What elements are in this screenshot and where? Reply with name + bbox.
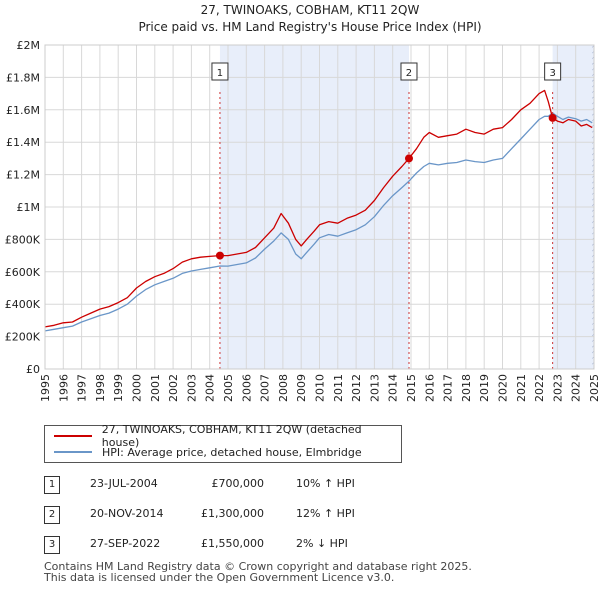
sale-date: 23-JUL-2004 (90, 477, 158, 490)
y-tick-label: £1.8M (6, 71, 40, 84)
x-tick-label: 2023 (551, 374, 564, 402)
sale-marker-box (544, 62, 562, 81)
x-tick-label: 2019 (478, 374, 491, 402)
x-tick-label: 2006 (240, 374, 253, 402)
sale-number-badge: 1 (44, 476, 60, 494)
sale-marker-dot (215, 251, 224, 260)
sale-date: 20-NOV-2014 (90, 507, 164, 520)
x-tick-label: 2021 (515, 374, 528, 402)
sale-price: £1,300,000 (201, 507, 264, 520)
x-tick-label: 2010 (314, 374, 327, 402)
x-tick-label: 2017 (442, 374, 455, 402)
sale-hpi-diff: 10% ↑ HPI (296, 477, 355, 490)
x-tick-label: 2004 (204, 374, 217, 402)
chart-title: 27, TWINOAKS, COBHAM, KT11 2QW (201, 3, 420, 17)
plot-frame (44, 44, 595, 370)
x-tick-label: 1998 (94, 374, 107, 402)
legend-swatch-property (54, 435, 92, 437)
x-tick-label: 2022 (533, 374, 546, 402)
sale-date: 27-SEP-2022 (90, 537, 161, 550)
x-tick-label: 2020 (497, 374, 510, 402)
sale-marker-label: 1 (217, 68, 223, 79)
x-tick-label: 2001 (149, 374, 162, 402)
x-tick-label: 1995 (39, 374, 52, 402)
y-tick-label: £1.4M (6, 136, 40, 149)
x-tick-label: 2024 (570, 374, 583, 402)
series-line (44, 89, 593, 328)
x-tick-label: 2005 (222, 374, 235, 402)
sale-number-badge: 3 (44, 536, 60, 554)
sale-price: £1,550,000 (201, 537, 264, 550)
sale-markers: 1 2 3 (211, 62, 562, 369)
series-line (44, 112, 593, 332)
x-tick-label: 2012 (350, 374, 363, 402)
sale-price: £700,000 (211, 477, 265, 490)
footer-licence: This data is licensed under the Open Gov… (44, 571, 395, 584)
sale-marker-dot (548, 113, 557, 122)
y-tick-label: £0 (26, 363, 40, 376)
x-tick-label: 2000 (131, 374, 144, 402)
sale-marker-label: 2 (406, 68, 412, 79)
series-lines (44, 89, 593, 332)
sale-number-badge: 2 (44, 506, 60, 524)
legend-label-hpi: HPI: Average price, detached house, Elmb… (102, 445, 362, 459)
x-tick-label: 1999 (112, 374, 125, 402)
price-chart: 27, TWINOAKS, COBHAM, KT11 2QW Price pai… (5, 3, 600, 402)
x-tick-label: 2015 (405, 374, 418, 402)
y-tick-label: £600K (5, 266, 41, 279)
legend-item-property: 27, TWINOAKS, COBHAM, KT11 2QW (detached… (54, 423, 401, 449)
sale-marker-dot (404, 154, 413, 163)
footer-copyright: Contains HM Land Registry data © Crown c… (44, 560, 472, 573)
sale-row: 3 27-SEP-2022 £1,550,000 2% ↓ HPI (44, 534, 404, 554)
y-tick-label: £1M (17, 201, 41, 214)
sale-hpi-diff: 2% ↓ HPI (296, 537, 348, 550)
sale-marker-box (400, 62, 418, 81)
y-tick-label: £2M (17, 39, 41, 52)
legend-swatch-hpi (54, 451, 92, 453)
x-axis-ticks: 1995 1996 1997 1998 1999 2000 2001 2002 2003 2004… (39, 374, 600, 402)
y-tick-label: £400K (5, 298, 41, 311)
x-tick-label: 1997 (76, 374, 89, 402)
y-tick-label: £1.2M (6, 169, 40, 182)
x-tick-label: 2002 (167, 374, 180, 402)
sale-hpi-diff: 12% ↑ HPI (296, 507, 355, 520)
y-axis-ticks: £0 £200K £400K £600K £800K £1M £1.2M £1.4M £1.6M… (5, 39, 41, 376)
sale-row: 2 20-NOV-2014 £1,300,000 12% ↑ HPI (44, 504, 404, 524)
sale-row: 1 23-JUL-2004 £700,000 10% ↑ HPI (44, 474, 404, 494)
y-tick-label: £200K (5, 331, 41, 344)
x-tick-label: 1996 (57, 374, 70, 402)
x-tick-label: 2014 (387, 374, 400, 402)
x-tick-label: 2007 (259, 374, 272, 402)
x-tick-label: 2018 (460, 374, 473, 402)
x-tick-label: 2025 (588, 374, 600, 402)
sale-marker-box (211, 62, 229, 81)
chart-subtitle: Price paid vs. HM Land Registry's House … (138, 20, 481, 34)
x-tick-label: 2009 (295, 374, 308, 402)
sale-marker-label: 3 (549, 68, 555, 79)
y-tick-label: £800K (5, 233, 41, 246)
legend: 27, TWINOAKS, COBHAM, KT11 2QW (detached… (44, 423, 402, 463)
x-tick-label: 2011 (332, 374, 345, 402)
x-tick-label: 2008 (277, 374, 290, 402)
legend-label-property: 27, TWINOAKS, COBHAM, KT11 2QW (detached… (101, 423, 362, 449)
x-tick-label: 2016 (423, 374, 436, 402)
grid (44, 44, 595, 370)
x-tick-label: 2013 (368, 374, 381, 402)
y-tick-label: £1.6M (6, 104, 40, 117)
x-tick-label: 2003 (185, 374, 198, 402)
footer-notice: Contains HM Land Registry data © Crown c… (44, 561, 472, 583)
legend-item-hpi: HPI: Average price, detached house, Elmb… (54, 444, 362, 460)
